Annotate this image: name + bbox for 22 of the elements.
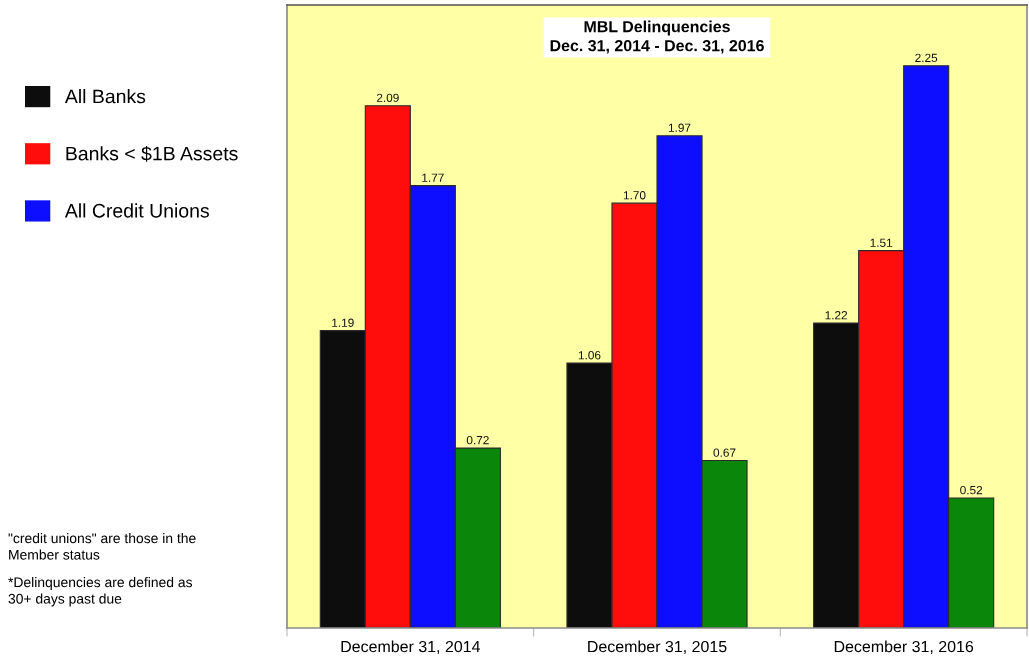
legend-label: Banks < $1B Assets — [66, 145, 238, 162]
data-label: 2.25 — [915, 53, 938, 62]
x-tick-label: December 31, 2016 — [834, 640, 974, 655]
data-label: 1.22 — [825, 311, 848, 320]
text: *Delinquencies are defined as 30+ days past due — [8, 577, 193, 607]
chart-title: MBL Delinquencies — [584, 20, 730, 36]
text: "credit unions" are those in the Member status — [8, 533, 196, 560]
data-label: 1.06 — [578, 351, 601, 360]
data-label: 1.97 — [668, 123, 691, 132]
data-label: 1.70 — [623, 191, 646, 200]
data-label: 0.67 — [713, 448, 736, 457]
data-label: 0.72 — [466, 435, 489, 445]
data-label: 2.09 — [376, 93, 399, 102]
chart-subtitle: Dec. 31, 2014 - Dec. 31, 2016 — [550, 39, 764, 54]
x-tick-label: December 31, 2015 — [588, 640, 727, 655]
data-label: 1.19 — [332, 318, 354, 327]
legend-label: All Credit Unions — [64, 203, 209, 218]
data-label: 1.77 — [422, 173, 444, 182]
x-tick-label: December 31, 2014 — [341, 640, 481, 655]
data-label: 1.51 — [870, 238, 893, 247]
legend-label: All Banks — [64, 89, 146, 104]
data-label: 0.52 — [960, 485, 983, 495]
